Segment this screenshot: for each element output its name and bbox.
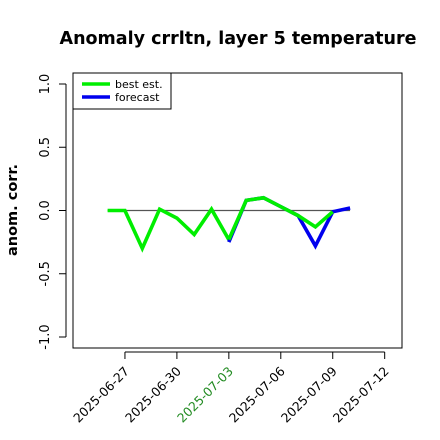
series-line-forecast-1 bbox=[227, 195, 351, 250]
y-axis: -1.0 -0.5 0.0 0.5 1.0 bbox=[38, 74, 67, 350]
y-tick-label: 1.0 bbox=[38, 74, 53, 95]
y-tick-label: 0.5 bbox=[38, 137, 53, 158]
legend-label: best est. bbox=[115, 78, 163, 91]
series-layer bbox=[107, 195, 351, 253]
x-axis: 2025-06-272025-06-302025-07-032025-07-06… bbox=[70, 351, 392, 426]
y-tick-label: 0.0 bbox=[38, 200, 53, 221]
series-line-best-est-2 bbox=[227, 195, 334, 241]
legend-box bbox=[72, 72, 172, 110]
legend: best est.forecast bbox=[72, 72, 172, 110]
legend-label: forecast bbox=[115, 91, 160, 104]
x-tick-label: 2025-07-12 bbox=[330, 364, 392, 426]
chart-title: Anomaly crrltn, layer 5 temperature bbox=[60, 29, 417, 49]
series-line-best-est-0 bbox=[107, 205, 231, 253]
plot-frame bbox=[72, 72, 403, 349]
y-tick-label: -0.5 bbox=[38, 261, 53, 286]
y-axis-label: anom. corr. bbox=[5, 164, 21, 256]
y-tick-label: -1.0 bbox=[38, 324, 53, 349]
